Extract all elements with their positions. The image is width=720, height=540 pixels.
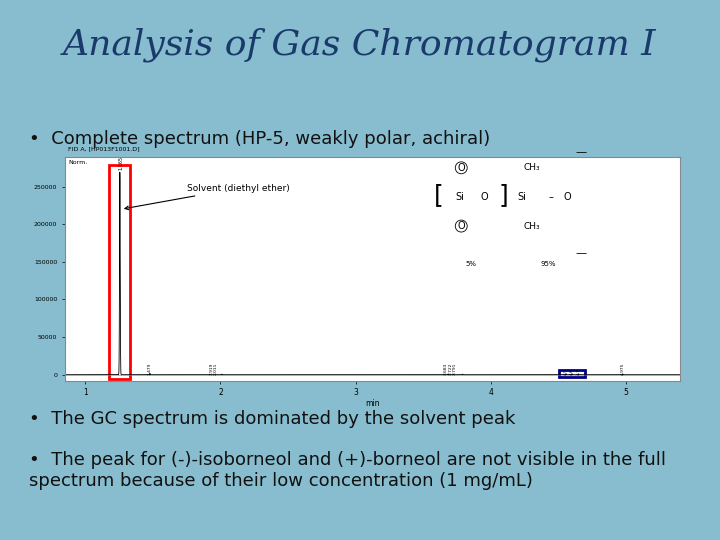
Text: O: O xyxy=(458,163,466,173)
Text: —: — xyxy=(576,147,587,157)
Text: 1.479: 1.479 xyxy=(148,362,152,375)
Text: [: [ xyxy=(434,183,444,207)
Text: 5%: 5% xyxy=(466,261,477,267)
Text: O: O xyxy=(457,221,465,231)
Text: Analysis of Gas Chromatogram I: Analysis of Gas Chromatogram I xyxy=(63,27,657,62)
Text: 4.7: 4.7 xyxy=(577,368,580,375)
Text: 1.165: 1.165 xyxy=(119,156,123,170)
Text: 4.975: 4.975 xyxy=(621,362,625,375)
Text: CH₃: CH₃ xyxy=(523,221,540,231)
Text: •  The GC spectrum is dominated by the solvent peak: • The GC spectrum is dominated by the so… xyxy=(29,410,516,428)
Text: •  The peak for (-)-isoborneol and (+)-borneol are not visible in the full
spect: • The peak for (-)-isoborneol and (+)-bo… xyxy=(29,451,666,490)
Text: Solvent (diethyl ether): Solvent (diethyl ether) xyxy=(125,184,289,210)
Bar xyxy=(559,370,585,377)
Text: 1.919
2.011: 1.919 2.011 xyxy=(210,362,218,375)
Text: FID A, [HP013F1001.D]: FID A, [HP013F1001.D] xyxy=(68,146,140,151)
Text: 4.6: 4.6 xyxy=(570,368,574,375)
Text: –: – xyxy=(548,192,553,202)
Text: Si: Si xyxy=(456,192,464,202)
Text: Si: Si xyxy=(517,192,526,202)
Text: —: — xyxy=(576,248,587,258)
Text: Norm.: Norm. xyxy=(68,160,87,165)
Text: O: O xyxy=(480,192,488,202)
Text: 4.5: 4.5 xyxy=(564,368,568,375)
Text: ]: ] xyxy=(499,183,508,207)
Text: O: O xyxy=(564,192,571,202)
Text: 3.683
3.722
3.791: 3.683 3.722 3.791 xyxy=(444,362,457,375)
X-axis label: min: min xyxy=(365,399,380,408)
Text: 95%: 95% xyxy=(540,261,556,267)
Bar xyxy=(109,165,130,379)
Text: •  Complete spectrum (HP-5, weakly polar, achiral): • Complete spectrum (HP-5, weakly polar,… xyxy=(29,130,490,147)
Text: CH₃: CH₃ xyxy=(523,163,540,172)
Text: O: O xyxy=(457,163,465,173)
